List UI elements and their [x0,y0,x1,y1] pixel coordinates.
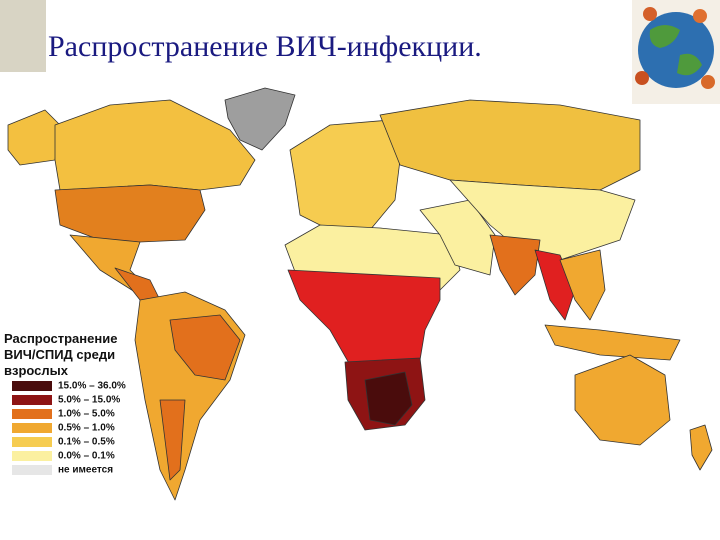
corner-block [0,0,46,72]
legend-label: 5.0% – 15.0% [58,395,120,406]
legend-label: 0.1% – 0.5% [58,437,115,448]
globe-icon [632,0,720,104]
legend-swatch [12,465,52,475]
legend-swatch [12,409,52,419]
legend-title: ВИЧ/СПИД среди [4,347,115,362]
legend-label: 0.5% – 1.0% [58,423,115,434]
world-map [7,87,713,501]
legend-label: не имеется [58,465,113,476]
legend-label: 0.0% – 0.1% [58,451,115,462]
legend-title: взрослых [4,363,69,378]
legend-swatch [12,437,52,447]
slide-title: Распространение ВИЧ-инфекции. [48,30,482,63]
legend-label: 15.0% – 36.0% [58,381,126,392]
legend-label: 1.0% – 5.0% [58,409,115,420]
legend-title: Распространение [4,331,117,346]
legend-swatch [12,395,52,405]
legend: Распространение ВИЧ/СПИД среди взрослых … [4,331,126,476]
legend-swatch [12,381,52,391]
legend-swatch [12,451,52,461]
legend-swatch [12,423,52,433]
